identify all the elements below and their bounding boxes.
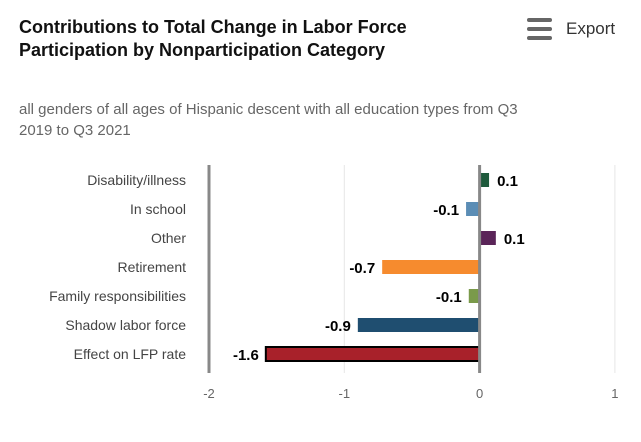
data-label: 0.1 (497, 173, 518, 190)
category-label: Effect on LFP rate (74, 346, 187, 362)
category-label: In school (130, 201, 186, 217)
x-tick-label: 1 (611, 386, 618, 401)
x-tick-label: 0 (476, 386, 483, 401)
x-tick-label: -2 (203, 386, 215, 401)
data-label: -1.6 (233, 347, 259, 364)
bar (357, 318, 480, 332)
category-label: Family responsibilities (49, 288, 186, 304)
menu-icon[interactable] (527, 18, 552, 40)
chart-subtitle: all genders of all ages of Hispanic desc… (19, 101, 518, 139)
bar (479, 231, 496, 245)
data-label: -0.1 (436, 289, 462, 306)
bar (466, 202, 480, 216)
chart-title: Contributions to Total Change in Labor F… (19, 17, 407, 60)
x-tick-label: -1 (339, 386, 351, 401)
data-label: 0.1 (504, 231, 525, 248)
category-label: Retirement (118, 259, 187, 275)
bar (479, 173, 490, 187)
category-label: Disability/illness (87, 172, 186, 188)
category-label: Shadow labor force (65, 317, 186, 333)
bar (468, 289, 480, 303)
data-label: -0.1 (433, 202, 459, 219)
category-label: Other (151, 230, 186, 246)
data-label: -0.7 (349, 260, 375, 277)
bar (382, 260, 480, 274)
data-label: -0.9 (325, 318, 351, 335)
export-label[interactable]: Export (566, 19, 616, 38)
bar (264, 346, 481, 362)
export-button[interactable]: Export (527, 17, 615, 41)
